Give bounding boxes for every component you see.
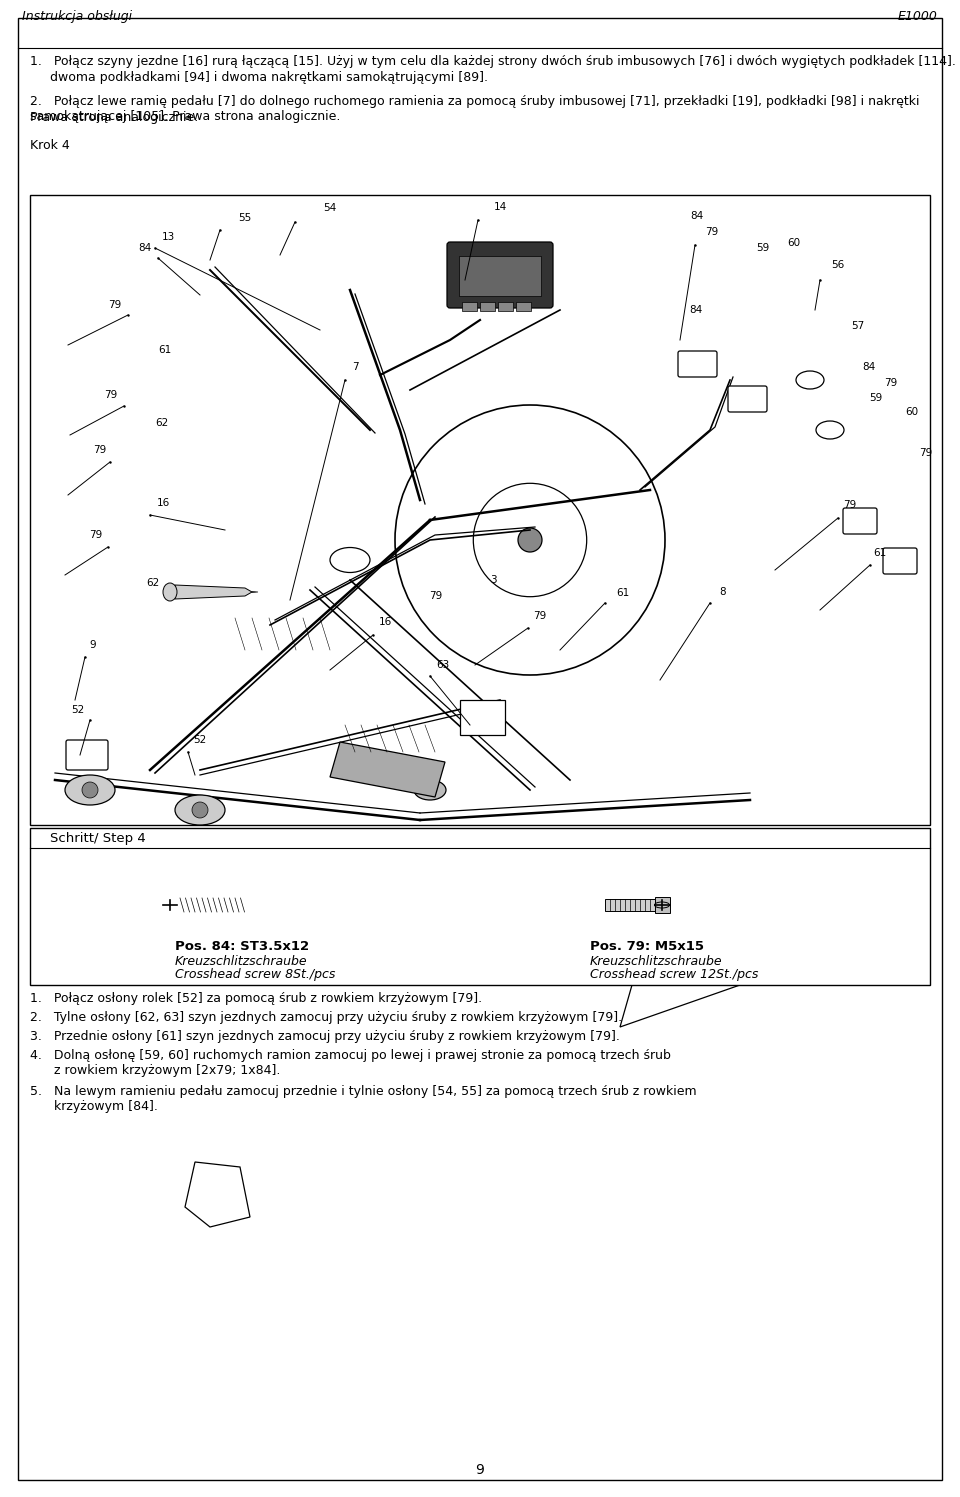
Text: 84: 84	[862, 362, 876, 371]
FancyBboxPatch shape	[479, 301, 494, 310]
Ellipse shape	[163, 582, 177, 600]
Text: 79: 79	[105, 391, 118, 400]
Ellipse shape	[655, 903, 669, 909]
Text: 1.   Połącz osłony rolek [52] za pomocą śrub z rowkiem krzyżowym [79].: 1. Połącz osłony rolek [52] za pomocą śr…	[30, 993, 482, 1004]
FancyBboxPatch shape	[447, 243, 553, 308]
Text: 79: 79	[429, 591, 443, 600]
FancyBboxPatch shape	[516, 301, 531, 310]
Text: 1.   Połącz szyny jezdne [16] rurą łączącą [15]. Użyj w tym celu dla każdej stro: 1. Połącz szyny jezdne [16] rurą łączącą…	[30, 55, 960, 67]
Text: 4.   Dolną osłonę [59, 60] ruchomych ramion zamocuj po lewej i prawej stronie za: 4. Dolną osłonę [59, 60] ruchomych ramio…	[30, 1049, 671, 1061]
Text: krzyżowym [84].: krzyżowym [84].	[30, 1100, 157, 1112]
Circle shape	[518, 528, 542, 552]
Text: 84: 84	[690, 211, 704, 222]
Text: 79: 79	[884, 379, 898, 388]
FancyBboxPatch shape	[462, 301, 476, 310]
Text: 59: 59	[756, 243, 770, 253]
Text: 13: 13	[161, 232, 175, 243]
Text: 79: 79	[920, 448, 932, 458]
Text: Crosshead screw 12St./pcs: Crosshead screw 12St./pcs	[590, 969, 758, 981]
Text: Prawa strona analogicznie.: Prawa strona analogicznie.	[30, 111, 199, 124]
Text: 79: 79	[706, 228, 719, 237]
FancyBboxPatch shape	[678, 350, 717, 377]
Text: 52: 52	[71, 705, 84, 716]
Polygon shape	[220, 841, 340, 907]
Circle shape	[82, 781, 98, 798]
Text: Krok 4: Krok 4	[30, 139, 70, 153]
Text: 63: 63	[437, 660, 449, 671]
Text: 61: 61	[158, 344, 172, 355]
Text: z rowkiem krzyżowym [2x79; 1x84].: z rowkiem krzyżowym [2x79; 1x84].	[30, 1064, 280, 1076]
Text: Crosshead screw 8St./pcs: Crosshead screw 8St./pcs	[175, 969, 335, 981]
Bar	[30, 828, 930, 985]
Text: 79: 79	[93, 445, 107, 455]
Circle shape	[192, 802, 208, 817]
Text: 16: 16	[156, 499, 170, 507]
Text: 62: 62	[156, 418, 169, 428]
Text: 84: 84	[689, 305, 703, 314]
Polygon shape	[330, 743, 445, 796]
Ellipse shape	[65, 775, 115, 805]
Bar	[655, 897, 670, 913]
Text: 2.   Tylne osłony [62, 63] szyn jezdnych zamocuj przy użyciu śruby z rowkiem krz: 2. Tylne osłony [62, 63] szyn jezdnych z…	[30, 1010, 622, 1024]
Text: Kreuzschlitzschraube: Kreuzschlitzschraube	[590, 955, 723, 969]
Text: 8: 8	[720, 587, 727, 597]
Polygon shape	[175, 585, 252, 599]
Text: 3.   Przednie osłony [61] szyn jezdnych zamocuj przy użyciu śruby z rowkiem krzy: 3. Przednie osłony [61] szyn jezdnych za…	[30, 1030, 620, 1043]
FancyBboxPatch shape	[459, 256, 541, 296]
Text: 2.   Połącz lewe ramię pedału [7] do dolnego ruchomego ramienia za pomocą śruby : 2. Połącz lewe ramię pedału [7] do dolne…	[30, 94, 920, 123]
Text: Kreuzschlitzschraube: Kreuzschlitzschraube	[175, 955, 307, 969]
Text: 9: 9	[89, 641, 96, 650]
Text: 79: 79	[89, 530, 103, 540]
FancyBboxPatch shape	[728, 386, 767, 412]
Ellipse shape	[816, 421, 844, 439]
Text: dwoma podkładkami [94] i dwoma nakrętkami samokątrującymi [89].: dwoma podkładkami [94] i dwoma nakrętkam…	[30, 70, 488, 84]
Text: 61: 61	[874, 548, 887, 558]
Text: 16: 16	[378, 617, 392, 627]
Text: 3: 3	[490, 575, 496, 585]
FancyBboxPatch shape	[843, 507, 877, 534]
Text: 14: 14	[493, 202, 507, 213]
Text: 7: 7	[351, 362, 358, 371]
Text: Schritt/ Step 4: Schritt/ Step 4	[50, 832, 146, 844]
Text: Instrukcja obsługi: Instrukcja obsługi	[22, 10, 132, 22]
FancyBboxPatch shape	[66, 740, 108, 769]
Text: 84: 84	[138, 243, 152, 253]
FancyBboxPatch shape	[883, 548, 917, 573]
Text: 5.   Na lewym ramieniu pedału zamocuj przednie i tylnie osłony [54, 55] za pomoc: 5. Na lewym ramieniu pedału zamocuj prze…	[30, 1085, 697, 1097]
Text: 56: 56	[831, 260, 845, 269]
Polygon shape	[185, 1162, 250, 1228]
Text: 79: 79	[534, 611, 546, 621]
FancyBboxPatch shape	[460, 701, 505, 735]
Bar	[30, 195, 930, 825]
Text: 59: 59	[870, 394, 882, 403]
Ellipse shape	[175, 795, 225, 825]
Text: 61: 61	[616, 588, 630, 597]
Ellipse shape	[414, 780, 446, 799]
Text: 62: 62	[146, 578, 159, 588]
Text: 9: 9	[475, 1463, 485, 1478]
FancyBboxPatch shape	[497, 301, 513, 310]
Text: 60: 60	[905, 407, 919, 418]
Text: 60: 60	[787, 238, 801, 249]
Text: 79: 79	[108, 299, 122, 310]
Text: Pos. 84: ST3.5x12: Pos. 84: ST3.5x12	[175, 940, 309, 954]
Text: 52: 52	[193, 735, 206, 746]
Text: 55: 55	[238, 213, 252, 223]
Bar	[605, 900, 655, 912]
Text: E1000: E1000	[899, 10, 938, 22]
Text: Pos. 79: M5x15: Pos. 79: M5x15	[590, 940, 704, 954]
Ellipse shape	[796, 371, 824, 389]
Text: 54: 54	[324, 204, 337, 213]
Text: 79: 79	[844, 500, 856, 510]
Text: 57: 57	[852, 320, 865, 331]
